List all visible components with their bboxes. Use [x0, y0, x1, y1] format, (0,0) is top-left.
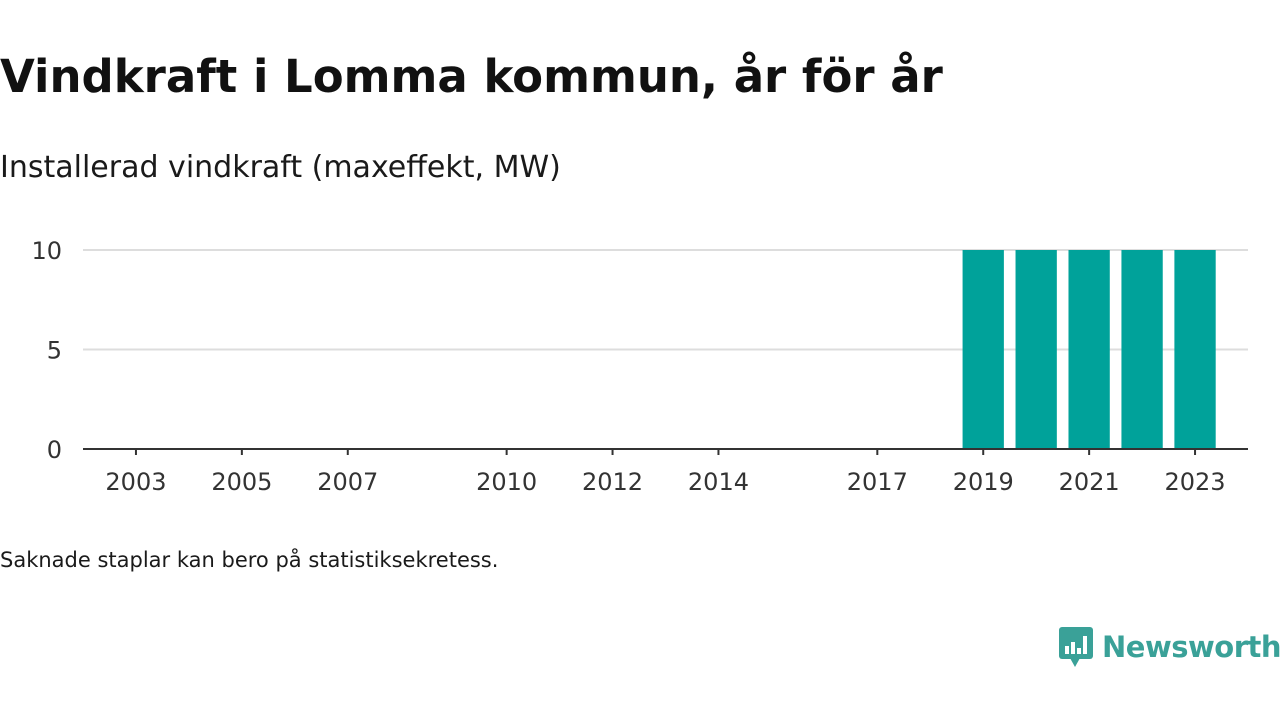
y-tick-labels: 0 5 10 [31, 237, 62, 464]
bars [962, 250, 1216, 449]
x-tick-label: 2017 [847, 468, 908, 496]
axes [83, 448, 1248, 455]
y-tick-label: 10 [31, 237, 62, 265]
bar [962, 250, 1004, 449]
x-tick-label: 2010 [476, 468, 537, 496]
x-tick-label: 2019 [953, 468, 1014, 496]
bar [1068, 250, 1110, 449]
footnote: Saknade staplar kan bero på statistiksek… [0, 548, 499, 572]
bar [1015, 250, 1057, 449]
bar-chart: 0 5 10 2003 2005 2007 2010 2012 2014 2017 2019 202… [31, 237, 1248, 496]
x-tick-label: 2021 [1059, 468, 1120, 496]
bar [1174, 250, 1216, 449]
y-tick-label: 0 [47, 436, 62, 464]
chart-subtitle: Installerad vindkraft (maxeffekt, MW) [0, 150, 561, 185]
x-tick-label: 2012 [582, 468, 643, 496]
brand-logo: Newsworthy [1058, 626, 1280, 668]
x-tick-label: 2014 [688, 468, 749, 496]
x-tick-label: 2007 [317, 468, 378, 496]
chart-title: Vindkraft i Lomma kommun, år för år [0, 50, 943, 103]
y-tick-label: 5 [47, 337, 62, 365]
x-tick-label: 2005 [211, 468, 272, 496]
x-tick-label: 2023 [1165, 468, 1226, 496]
x-tick-labels: 2003 2005 2007 2010 2012 2014 2017 2019 2021 2023 [105, 468, 1225, 496]
x-tick-label: 2003 [105, 468, 166, 496]
bar [1121, 250, 1163, 449]
brand-name: Newsworthy [1102, 630, 1280, 664]
newsworthy-logo-icon [1059, 627, 1093, 667]
